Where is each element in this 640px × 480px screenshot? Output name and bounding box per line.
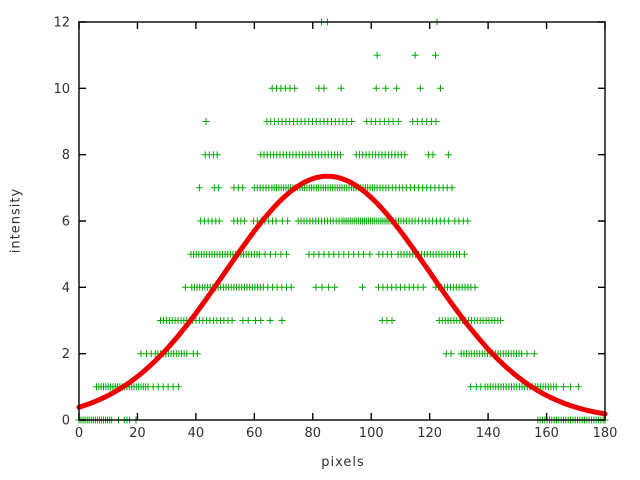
x-tick-label: 80 xyxy=(305,426,322,441)
y-tick-label: 8 xyxy=(62,148,70,163)
axis-ticks xyxy=(78,21,606,421)
y-tick-label: 12 xyxy=(53,16,70,31)
x-tick-label: 40 xyxy=(188,426,205,441)
y-tick-label: 6 xyxy=(62,215,70,230)
y-tick-label: 0 xyxy=(62,414,70,429)
x-tick-label: 20 xyxy=(129,426,146,441)
x-tick-label: 100 xyxy=(359,426,384,441)
x-tick-label: 140 xyxy=(476,426,501,441)
y-tick-label: 2 xyxy=(62,347,70,362)
x-axis-title: pixels xyxy=(321,455,365,470)
x-tick-label: 0 xyxy=(75,426,83,441)
fit-curve xyxy=(76,173,608,417)
y-axis-title: intensity xyxy=(8,187,24,254)
y-tick-label: 10 xyxy=(53,82,70,97)
x-tick-label: 180 xyxy=(593,426,618,441)
y-tick-label: 4 xyxy=(62,281,70,296)
x-tick-label: 160 xyxy=(534,426,559,441)
x-tick-label: 60 xyxy=(246,426,263,441)
x-tick-label: 120 xyxy=(417,426,442,441)
